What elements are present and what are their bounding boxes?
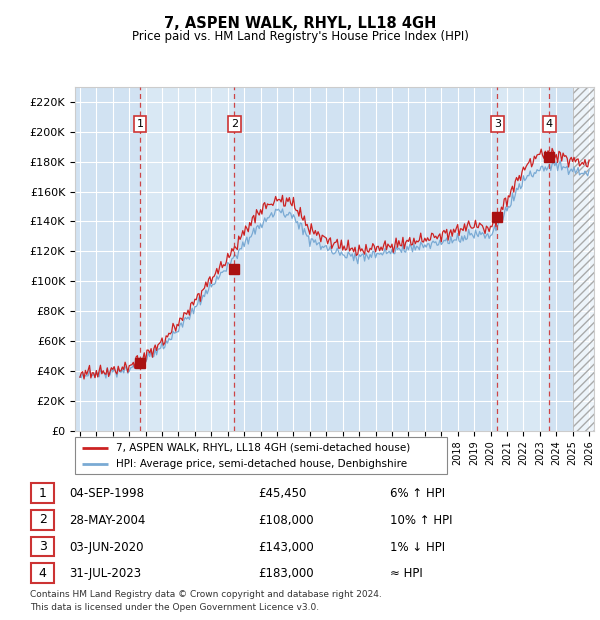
- Text: 3: 3: [38, 540, 47, 553]
- Bar: [140, 87, 235, 431]
- Text: 4: 4: [546, 119, 553, 129]
- Text: 10% ↑ HPI: 10% ↑ HPI: [390, 514, 452, 527]
- Text: 03-JUN-2020: 03-JUN-2020: [69, 541, 143, 554]
- Text: 31-JUL-2023: 31-JUL-2023: [69, 567, 141, 580]
- Text: 7, ASPEN WALK, RHYL, LL18 4GH: 7, ASPEN WALK, RHYL, LL18 4GH: [164, 16, 436, 30]
- Bar: [497, 87, 550, 431]
- Text: 1: 1: [38, 487, 47, 500]
- Text: 2: 2: [38, 513, 47, 526]
- Bar: [235, 87, 497, 431]
- Text: 04-SEP-1998: 04-SEP-1998: [69, 487, 144, 500]
- Text: ≈ HPI: ≈ HPI: [390, 567, 423, 580]
- Text: 2: 2: [231, 119, 238, 129]
- Text: £45,450: £45,450: [258, 487, 307, 500]
- Text: 28-MAY-2004: 28-MAY-2004: [69, 514, 145, 527]
- Text: £143,000: £143,000: [258, 541, 314, 554]
- Text: £183,000: £183,000: [258, 567, 314, 580]
- Bar: [75, 87, 140, 431]
- Text: 3: 3: [494, 119, 501, 129]
- Text: Price paid vs. HM Land Registry's House Price Index (HPI): Price paid vs. HM Land Registry's House …: [131, 30, 469, 43]
- Text: 7, ASPEN WALK, RHYL, LL18 4GH (semi-detached house): 7, ASPEN WALK, RHYL, LL18 4GH (semi-deta…: [116, 443, 410, 453]
- Text: HPI: Average price, semi-detached house, Denbighshire: HPI: Average price, semi-detached house,…: [116, 459, 407, 469]
- Text: 4: 4: [38, 567, 47, 580]
- Text: £108,000: £108,000: [258, 514, 314, 527]
- Text: This data is licensed under the Open Government Licence v3.0.: This data is licensed under the Open Gov…: [30, 603, 319, 612]
- Text: 6% ↑ HPI: 6% ↑ HPI: [390, 487, 445, 500]
- Text: Contains HM Land Registry data © Crown copyright and database right 2024.: Contains HM Land Registry data © Crown c…: [30, 590, 382, 600]
- Text: 1: 1: [137, 119, 144, 129]
- Text: 1% ↓ HPI: 1% ↓ HPI: [390, 541, 445, 554]
- Bar: [550, 87, 572, 431]
